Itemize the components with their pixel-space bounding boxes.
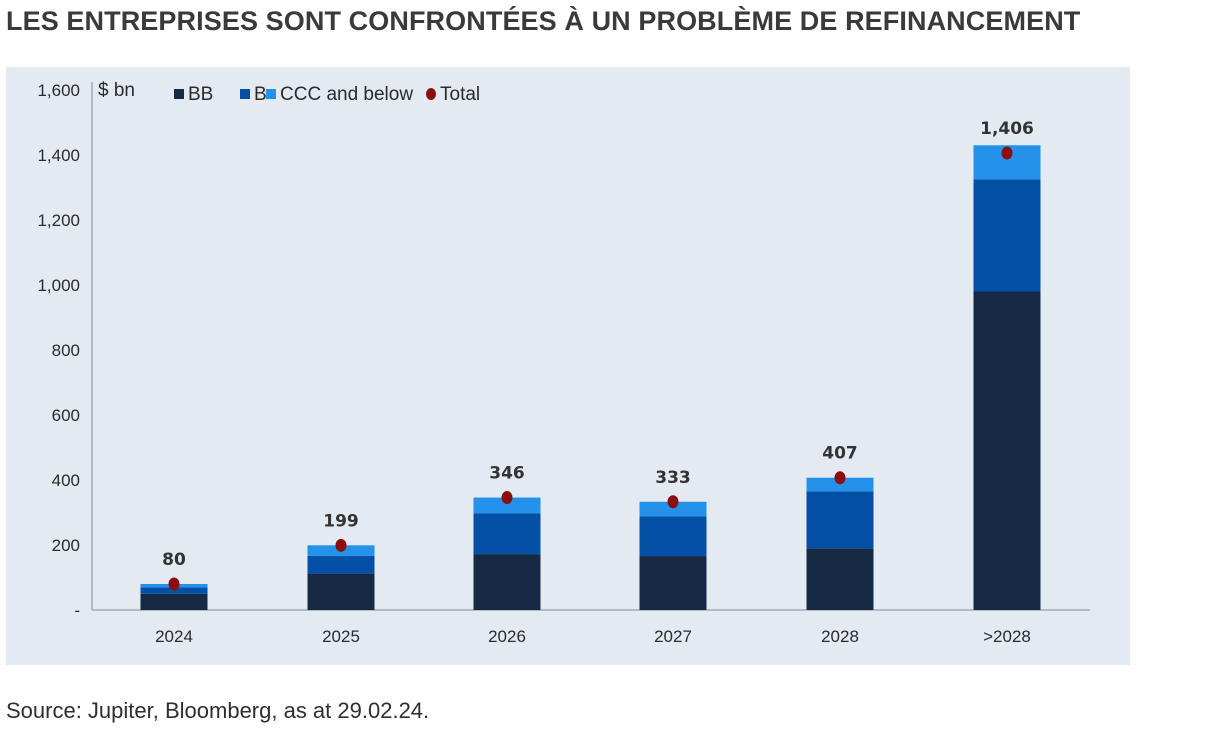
legend-label-total: Total: [440, 84, 480, 105]
bar-segment-b: [806, 491, 874, 549]
y-tick-label: -: [74, 601, 80, 620]
total-data-label: 346: [489, 464, 525, 484]
bar-segment-bb: [806, 548, 874, 610]
x-tick-label: 2027: [654, 627, 692, 646]
legend-label-b: B: [254, 84, 267, 105]
legend-swatch-ccc-and-below: [266, 89, 276, 99]
legend-label-ccc-and-below: CCC and below: [280, 84, 413, 105]
total-marker: [834, 471, 846, 485]
y-tick-label: 600: [52, 406, 80, 425]
stacked-bar-chart: - 200 400 600 800 1,000 1,200 1,400 1,600 $ bn 202…: [37, 80, 1090, 646]
y-tick-label: 400: [52, 471, 80, 490]
y-tick-label: 1,600: [37, 81, 80, 100]
bar-segment-b: [639, 516, 707, 557]
total-data-label: 199: [323, 511, 359, 531]
bar-segment-bb: [973, 291, 1041, 610]
bar-segment-bb: [473, 554, 541, 610]
total-marker: [1001, 146, 1013, 160]
total-data-label: 407: [822, 444, 858, 464]
total-data-label: 80: [162, 550, 186, 570]
x-tick-label: >2028: [983, 627, 1031, 646]
bar-segment-b: [307, 555, 375, 574]
y-unit-label: $ bn: [98, 80, 135, 101]
y-tick-label: 1,200: [37, 211, 80, 230]
y-tick-label: 1,000: [37, 276, 80, 295]
y-tick-label: 1,400: [37, 146, 80, 165]
y-tick-label: 200: [52, 536, 80, 555]
bar-segment-ccc-and-below: [473, 497, 541, 514]
total-marker: [501, 491, 513, 505]
y-tick-label: 800: [52, 341, 80, 360]
bar-segment-ccc-and-below: [639, 501, 707, 517]
bar-segment-bb: [307, 573, 375, 610]
total-data-label: 333: [655, 468, 691, 488]
bar-segment-b: [973, 179, 1041, 292]
x-tick-label: 2026: [488, 627, 526, 646]
x-tick-label: 2028: [821, 627, 859, 646]
bar-segment-bb: [140, 593, 208, 610]
chart-panel: - 200 400 600 800 1,000 1,200 1,400 1,600 $ bn 202…: [6, 67, 1130, 665]
bar-segment-b: [473, 513, 541, 555]
total-marker: [667, 495, 679, 509]
legend-label-bb: BB: [188, 84, 213, 105]
legend-swatch-total: [426, 88, 436, 100]
total-data-label: 1,406: [980, 119, 1034, 139]
x-tick-label: 2024: [155, 627, 193, 646]
page-title: LES ENTREPRISES SONT CONFRONTÉES À UN PR…: [6, 6, 1081, 36]
source-note: Source: Jupiter, Bloomberg, as at 29.02.…: [6, 698, 430, 723]
bar-segment-bb: [639, 556, 707, 610]
total-marker: [168, 577, 180, 591]
bar-segment-ccc-and-below: [806, 477, 874, 492]
legend-swatch-bb: [174, 89, 184, 99]
legend-swatch-b: [240, 89, 250, 99]
x-tick-label: 2025: [322, 627, 360, 646]
total-marker: [335, 538, 347, 552]
